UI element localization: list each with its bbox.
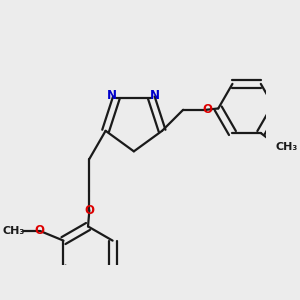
Text: N: N [150,89,161,102]
Text: O: O [84,204,94,217]
Text: O: O [202,103,212,116]
Text: CH₃: CH₃ [2,226,25,236]
Text: O: O [34,224,44,237]
Text: N: N [107,89,117,102]
Text: CH₃: CH₃ [276,142,298,152]
